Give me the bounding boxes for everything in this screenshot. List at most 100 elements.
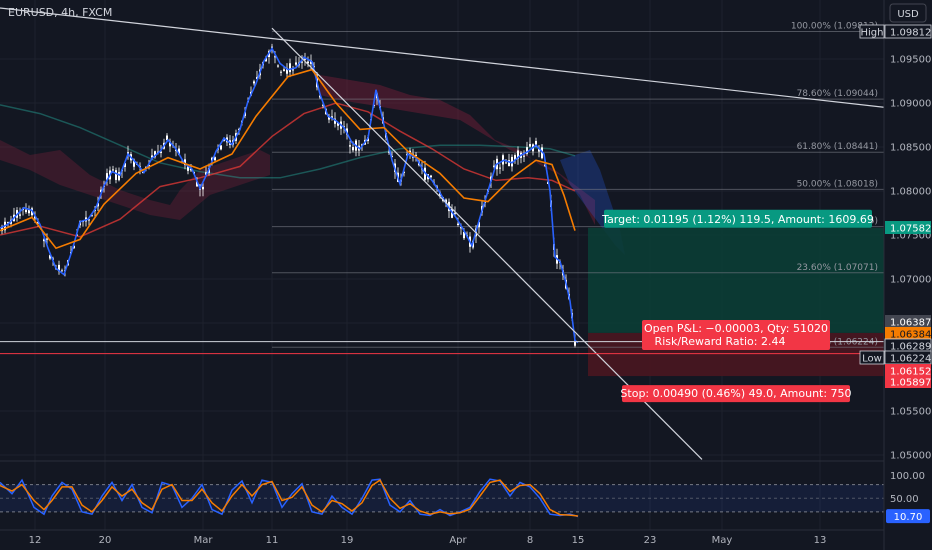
price-tag-value: 1.06387 — [890, 318, 931, 329]
candle-body — [307, 61, 309, 64]
candle-body — [49, 255, 51, 259]
candle-body — [295, 62, 297, 65]
candle-body — [202, 186, 204, 190]
candle-body — [73, 245, 75, 249]
time-tick-label: Mar — [194, 535, 214, 546]
candle-body — [37, 221, 39, 224]
candle-body — [118, 172, 120, 181]
currency-label: USD — [897, 9, 919, 20]
stop-label-text: Stop: 0.00490 (0.46%) 49.0, Amount: 750 — [620, 387, 851, 400]
candle-body — [286, 68, 288, 74]
candle-body — [292, 69, 294, 71]
candle-body — [34, 216, 36, 219]
price-tags: 1.09812High1.075821.063871.063841.062891… — [859, 24, 932, 389]
time-tick-label: 11 — [266, 535, 279, 546]
time-tick-label: May — [712, 535, 733, 546]
candle-body — [529, 144, 531, 147]
price-tag-bg — [885, 315, 931, 328]
symbol-title: EURUSD, 4h, FXCM — [8, 6, 112, 19]
candle-body — [460, 227, 462, 229]
price-tag-bg — [885, 221, 931, 234]
time-tick-label: 15 — [572, 535, 585, 546]
pnl-label[interactable]: Open P&L: −0.00003, Qty: 51020 Risk/Rewa… — [642, 320, 830, 350]
time-tick-label: 19 — [341, 535, 354, 546]
price-scale[interactable] — [884, 0, 932, 550]
candle-body — [25, 209, 27, 213]
candle-body — [388, 151, 390, 153]
candle-body — [133, 159, 135, 167]
candle-body — [58, 264, 60, 272]
candle-body — [454, 212, 456, 214]
price-tick-label: 1.05000 — [890, 451, 931, 462]
candle-body — [178, 148, 180, 155]
price-tick-label: 1.07500 — [890, 231, 931, 242]
candle-body — [349, 145, 351, 147]
candle-body — [511, 156, 513, 167]
pnl-text: Open P&L: −0.00003, Qty: 51020 — [644, 322, 828, 335]
stochastic-d-line — [0, 479, 579, 517]
candle-body — [544, 164, 546, 166]
fib-label: 23.60% (1.07071) — [797, 263, 878, 273]
candle-body — [415, 154, 417, 156]
target-label-text: Target: 0.01195 (1.12%) 119.5, Amount: 1… — [601, 213, 874, 226]
candle-body — [328, 116, 330, 120]
trendline-top[interactable] — [0, 7, 886, 108]
candle-body — [205, 172, 207, 175]
horizontal-grid — [0, 58, 884, 456]
candle-body — [505, 162, 507, 164]
candle-body — [88, 219, 90, 221]
candle-body — [46, 238, 48, 240]
candle-body — [154, 151, 156, 158]
candle-body — [346, 128, 348, 135]
candle-body — [508, 160, 510, 167]
candle-body — [499, 167, 501, 169]
ema-long-line — [0, 104, 576, 179]
candle-body — [97, 203, 99, 207]
stop-label[interactable]: Stop: 0.00490 (0.46%) 49.0, Amount: 750 — [620, 385, 852, 403]
candle-body — [322, 104, 324, 106]
ema-slow-line — [0, 102, 576, 238]
stochastic-scale-ticks: 100.00 50.00 10.70 — [886, 471, 930, 524]
stochastic-tick-label: 50.00 — [890, 494, 919, 505]
time-tick-label: 8 — [527, 535, 533, 546]
candle-body — [115, 170, 117, 180]
price-tag-caption-bg — [859, 24, 885, 39]
fib-label: 0.00% (1.06224) — [802, 337, 878, 347]
candle-body — [19, 214, 21, 216]
candle-body — [184, 159, 186, 165]
candle-body — [289, 63, 291, 73]
candle-body — [28, 209, 30, 214]
candle-body — [187, 166, 189, 171]
candle-body — [526, 147, 528, 154]
target-label[interactable]: Target: 0.01195 (1.12%) 119.5, Amount: 1… — [601, 209, 874, 228]
currency-button[interactable]: USD — [889, 3, 927, 23]
candle-body — [280, 71, 282, 73]
candle-body — [196, 181, 198, 187]
fib-label: 78.60% (1.09044) — [797, 89, 878, 99]
price-tag-value: 1.05897 — [890, 378, 931, 389]
candle-body — [256, 76, 258, 79]
candle-body — [310, 60, 312, 64]
candle-body — [91, 215, 93, 217]
candle-body — [7, 222, 9, 224]
candle-body — [214, 157, 216, 161]
candle-body — [337, 122, 339, 126]
price-tag-bg — [885, 327, 931, 340]
ema-fast-line — [0, 68, 576, 250]
candle-body — [253, 81, 255, 84]
candle-body — [112, 169, 114, 171]
target-zone[interactable] — [588, 227, 884, 333]
candle-body — [352, 147, 354, 151]
stochastic-band — [0, 484, 884, 512]
fib-label: 100.00% (1.09812) — [791, 22, 878, 32]
time-tick-label: 23 — [644, 535, 657, 546]
fib-label: 50.00% (1.08018) — [797, 179, 878, 189]
candle-body — [223, 139, 225, 141]
price-line — [0, 46, 579, 344]
price-tag-value: 1.09812 — [890, 28, 931, 39]
stochastic-pane — [0, 478, 884, 518]
price-tick-label: 1.05500 — [890, 407, 931, 418]
candle-body — [538, 149, 540, 152]
